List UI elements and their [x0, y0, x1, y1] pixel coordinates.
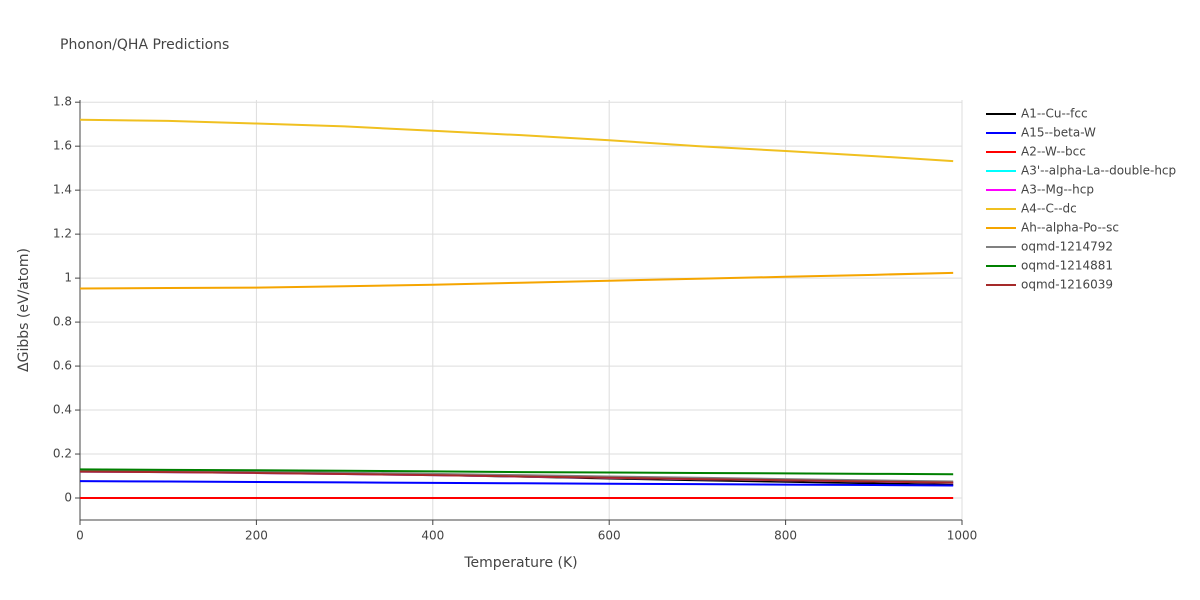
legend-label: A2--W--bcc [1021, 145, 1086, 159]
y-tick-label: 1 [64, 271, 72, 285]
series-line [79, 469, 954, 483]
chart-title: Phonon/QHA Predictions [60, 37, 229, 53]
x-tick-label: 200 [245, 529, 268, 543]
y-tick-label: 0.8 [53, 315, 72, 329]
legend-label: oqmd-1216039 [1021, 278, 1113, 292]
y-tick-label: 0 [64, 491, 72, 505]
y-tick-label: 1.8 [53, 95, 72, 109]
series-line [79, 118, 954, 163]
legend-label: A3--Mg--hcp [1021, 183, 1094, 197]
y-axis-title: ΔGibbs (eV/atom) [16, 248, 32, 372]
y-tick-label: 1.2 [53, 227, 72, 241]
x-tick-label: 600 [598, 529, 621, 543]
y-tick-label: 0.6 [53, 359, 72, 373]
x-axis-title: Temperature (K) [463, 555, 577, 571]
x-tick-label: 400 [421, 529, 444, 543]
y-tick-label: 1.4 [53, 183, 72, 197]
y-tick-label: 0.4 [53, 403, 72, 417]
legend-label: oqmd-1214792 [1021, 240, 1113, 254]
legend-label: Ah--alpha-Po--sc [1021, 221, 1119, 235]
x-tick-label: 1000 [947, 529, 978, 543]
legend-label: A1--Cu--fcc [1021, 107, 1088, 121]
series-line [79, 480, 954, 487]
legend-label: A15--beta-W [1021, 126, 1096, 140]
y-tick-label: 1.6 [53, 139, 72, 153]
y-tick-label: 0.2 [53, 447, 72, 461]
legend-label: oqmd-1214881 [1021, 259, 1113, 273]
x-tick-label: 0 [76, 529, 84, 543]
x-tick-label: 800 [774, 529, 797, 543]
series-line [79, 271, 954, 290]
legend-label: A4--C--dc [1021, 202, 1077, 216]
series-line [79, 468, 954, 476]
legend-label: A3'--alpha-La--double-hcp [1021, 164, 1176, 178]
series-line [79, 470, 954, 484]
